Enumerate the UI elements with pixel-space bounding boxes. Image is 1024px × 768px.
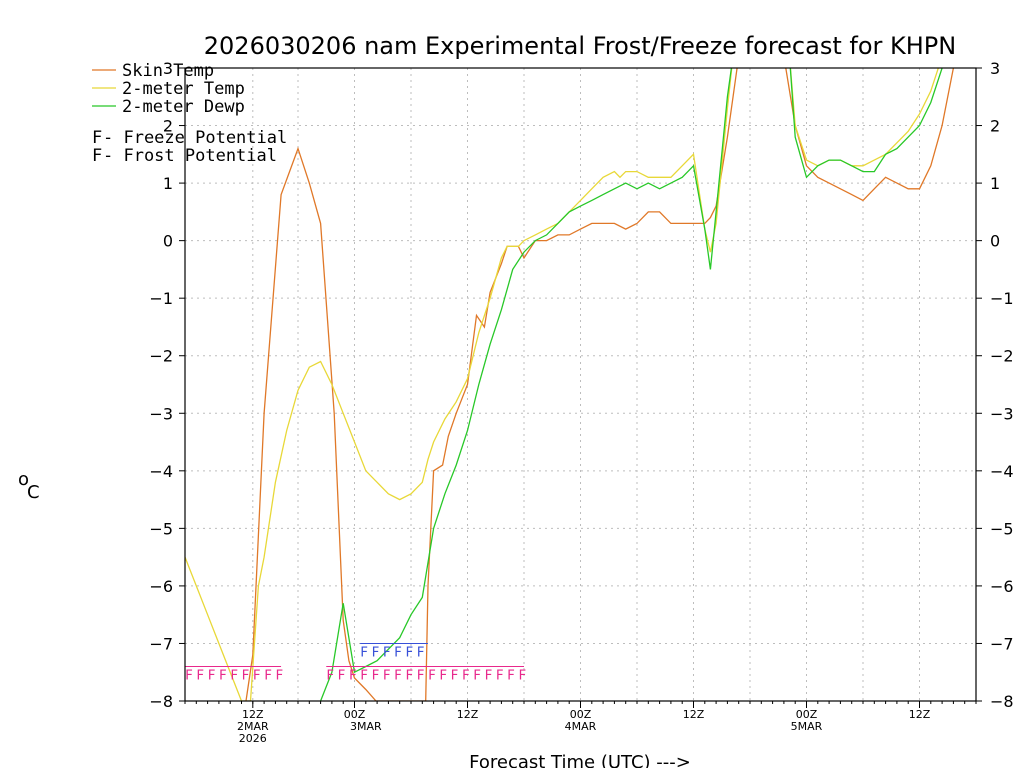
- x-tick-label: 12Z: [242, 708, 264, 721]
- freeze-potential-mark: F: [394, 668, 402, 683]
- freeze-potential-mark: F: [275, 668, 283, 683]
- legend-potential-entry: - Frost Potential: [103, 146, 277, 166]
- y-tick-label-right: 2: [990, 117, 1000, 136]
- y-tick-label-right: −1: [990, 289, 1014, 308]
- legend-entry: 2-meter Dewp: [122, 97, 245, 117]
- freeze-potential-mark: F: [451, 668, 459, 683]
- y-tick-label-right: 1: [990, 174, 1000, 193]
- y-tick-label-left: −4: [149, 462, 173, 481]
- legend-potential-mark: F: [92, 128, 102, 148]
- freeze-potential-mark: F: [264, 668, 272, 683]
- y-axis-label: o C: [18, 469, 40, 503]
- series-layer: [185, 68, 955, 701]
- frost-potential-mark: F: [417, 645, 425, 660]
- freeze-potential-mark: F: [405, 668, 413, 683]
- x-tick-label: 3MAR: [350, 720, 382, 733]
- legend-entry: 2-meter Temp: [122, 79, 245, 99]
- x-tick-label: 5MAR: [791, 720, 823, 733]
- freeze-potential-mark: F: [428, 668, 436, 683]
- freeze-potential-mark: F: [349, 668, 357, 683]
- freeze-potential-mark: F: [496, 668, 504, 683]
- y-axis-label-degree: o: [18, 469, 29, 490]
- frost-potential-mark: F: [371, 645, 379, 660]
- freeze-potential-mark: F: [518, 668, 526, 683]
- freeze-potential-mark: F: [219, 668, 227, 683]
- y-tick-label-right: −3: [990, 404, 1014, 423]
- freeze-potential-mark: F: [484, 668, 492, 683]
- freeze-potential-mark: F: [326, 668, 334, 683]
- frost-potential-mark: F: [360, 645, 368, 660]
- y-tick-label-left: 0: [163, 232, 173, 251]
- y-tick-label-left: 3: [163, 59, 173, 78]
- freeze-potential-mark: F: [360, 668, 368, 683]
- x-tick-label: 00Z: [796, 708, 818, 721]
- freeze-potential-mark: F: [462, 668, 470, 683]
- y-tick-label-left: −8: [149, 692, 173, 711]
- x-tick-label: 00Z: [344, 708, 366, 721]
- series-line-2-meter-temp: [185, 68, 940, 701]
- y-tick-label-left: −3: [149, 404, 173, 423]
- x-tick-label: 2026: [239, 732, 267, 745]
- y-tick-label-right: 3: [990, 59, 1000, 78]
- x-tick-label: 4MAR: [565, 720, 597, 733]
- freeze-potential-mark: F: [242, 668, 250, 683]
- freeze-potential-mark: F: [208, 668, 216, 683]
- x-tick-label: 00Z: [570, 708, 592, 721]
- freeze-potential-mark: F: [253, 668, 261, 683]
- freeze-potential-mark: F: [371, 668, 379, 683]
- freeze-potential-mark: F: [338, 668, 346, 683]
- x-axis-label: Forecast Time (UTC) --->: [469, 752, 691, 768]
- freeze-potential-mark: F: [185, 668, 193, 683]
- freeze-potential-mark: F: [383, 668, 391, 683]
- freeze-potential-mark: F: [439, 668, 447, 683]
- freeze-potential-mark: F: [417, 668, 425, 683]
- y-tick-label-right: −4: [990, 462, 1014, 481]
- y-tick-label-left: −5: [149, 519, 173, 538]
- legend-potential-mark: F: [92, 146, 102, 166]
- y-tick-label-left: −1: [149, 289, 173, 308]
- y-tick-label-right: −8: [990, 692, 1014, 711]
- y-axis-label-unit: C: [27, 482, 40, 503]
- series-line-skin-temp: [245, 68, 955, 701]
- legend-entry: Skin Temp: [122, 61, 214, 81]
- legend-potential-entry: - Freeze Potential: [103, 128, 287, 148]
- chart-title: 2026030206 nam Experimental Frost/Freeze…: [204, 32, 956, 60]
- freeze-potential-mark: F: [473, 668, 481, 683]
- y-tick-label-right: −6: [990, 577, 1014, 596]
- y-tick-label-left: −7: [149, 634, 173, 653]
- x-tick-label: 12Z: [457, 708, 479, 721]
- freeze-potential-mark: F: [230, 668, 238, 683]
- x-tick-label: 12Z: [909, 708, 931, 721]
- frost-potential-mark: F: [394, 645, 402, 660]
- freeze-potential-mark: F: [196, 668, 204, 683]
- y-tick-label-left: 1: [163, 174, 173, 193]
- y-tick-label-left: 2: [163, 117, 173, 136]
- y-tick-label-left: −6: [149, 577, 173, 596]
- frost-potential-mark: F: [383, 645, 391, 660]
- axes-layer: −8 −8 −7 −7 −6 −6 −5 −5 −4 −4 −3 −3 −2 −2 −1 −1 0 0 1 1 2 2 3 3…: [149, 59, 1013, 745]
- x-tick-label: 2MAR: [237, 720, 269, 733]
- freeze-potential-mark: F: [507, 668, 515, 683]
- y-tick-label-right: −5: [990, 519, 1014, 538]
- y-tick-label-right: −7: [990, 634, 1014, 653]
- series-line-2-meter-dewp: [319, 68, 943, 701]
- potential-layer: F F F F F F F F F F F F F F F F F F F F F F F F F F FF F F F F F: [185, 642, 526, 683]
- y-tick-label-left: −2: [149, 347, 173, 366]
- y-tick-label-right: 0: [990, 232, 1000, 251]
- y-tick-label-right: −2: [990, 347, 1014, 366]
- frost-potential-mark: F: [405, 645, 413, 660]
- x-tick-label: 12Z: [683, 708, 705, 721]
